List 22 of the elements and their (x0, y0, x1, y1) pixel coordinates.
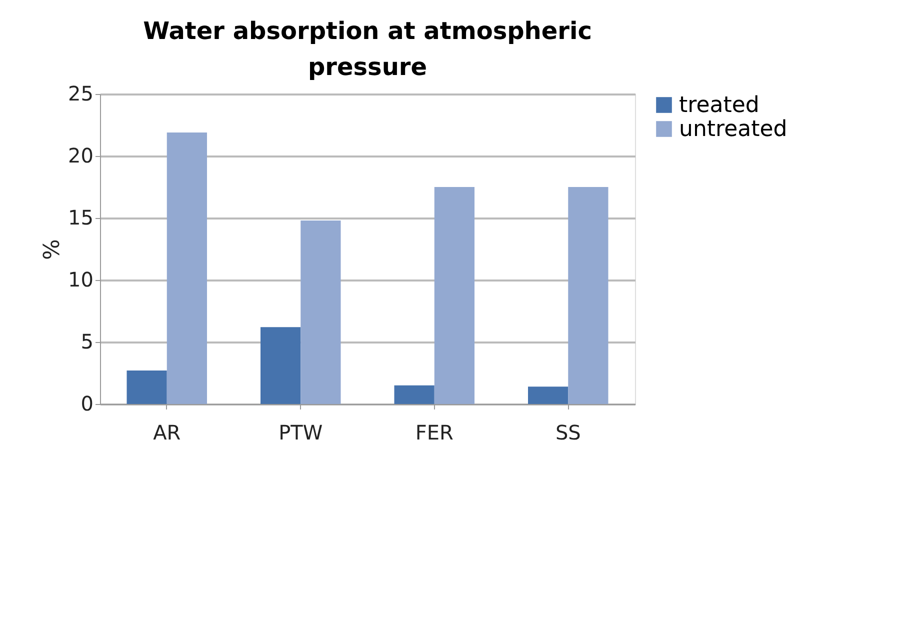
y-tick-label: 5 (80, 330, 94, 354)
bar (300, 220, 341, 404)
bar (568, 187, 608, 404)
bar (126, 370, 167, 404)
legend-label: treated (679, 93, 760, 118)
x-tick-label: AR (153, 420, 181, 444)
y-axis-title: % (40, 239, 66, 260)
bar (260, 327, 301, 404)
bar (394, 385, 434, 404)
legend-label: untreated (679, 117, 788, 142)
chart-title: Water absorption at atmospheric pressure (143, 17, 592, 81)
x-tick-label: FER (415, 420, 454, 444)
y-tick-label: 15 (68, 206, 94, 230)
y-tick-label: 10 (68, 268, 94, 292)
y-tick-label: 0 (80, 392, 94, 416)
bar (528, 386, 568, 404)
y-tick-label: 20 (68, 144, 94, 168)
y-tick-label: 25 (68, 82, 94, 106)
x-tick-label: PTW (278, 420, 323, 444)
x-tick-label: SS (555, 420, 581, 444)
bar (166, 132, 207, 404)
bar (434, 187, 474, 404)
